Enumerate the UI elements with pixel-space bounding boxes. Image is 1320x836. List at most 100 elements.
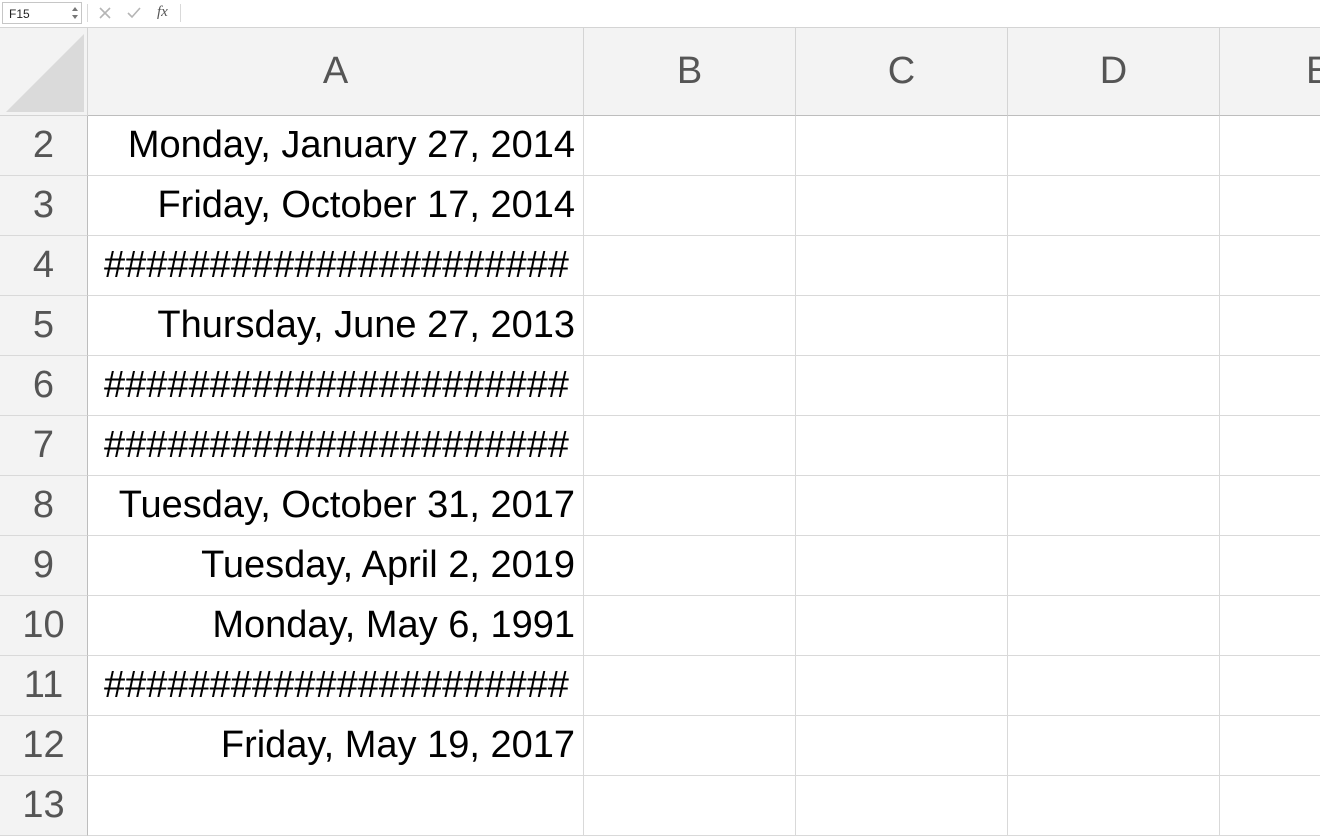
formula-input[interactable] [184,3,1314,25]
cell-a[interactable]: Thursday, June 27, 2013 [88,296,584,356]
row-header[interactable]: 8 [0,476,88,536]
table-row: 2 Monday, January 27, 2014 [0,116,1320,176]
row-header[interactable]: 6 [0,356,88,416]
cell-a[interactable]: ###################### [88,656,584,716]
cell-e[interactable] [1220,236,1320,296]
table-row: 13 [0,776,1320,836]
cell-b[interactable] [584,476,796,536]
cell-a[interactable]: Tuesday, April 2, 2019 [88,536,584,596]
cell-d[interactable] [1008,536,1220,596]
row-header[interactable]: 12 [0,716,88,776]
cell-a[interactable]: Monday, January 27, 2014 [88,116,584,176]
name-box-value: F15 [9,7,30,21]
cell-a[interactable]: Friday, May 19, 2017 [88,716,584,776]
cell-b[interactable] [584,116,796,176]
cell-a[interactable]: ###################### [88,416,584,476]
cell-c[interactable] [796,656,1008,716]
cell-b[interactable] [584,236,796,296]
cell-d[interactable] [1008,116,1220,176]
cell-e[interactable] [1220,116,1320,176]
cell-c[interactable] [796,296,1008,356]
insert-function-icon[interactable]: fx [157,4,168,20]
cell-c[interactable] [796,356,1008,416]
cell-d[interactable] [1008,296,1220,356]
cell-a[interactable]: Friday, October 17, 2014 [88,176,584,236]
check-icon[interactable] [126,6,142,20]
row-header[interactable]: 2 [0,116,88,176]
cell-c[interactable] [796,596,1008,656]
table-row: 11 ###################### [0,656,1320,716]
cancel-icon[interactable] [98,6,112,20]
row-header[interactable]: 3 [0,176,88,236]
table-row: 9 Tuesday, April 2, 2019 [0,536,1320,596]
cell-b[interactable] [584,416,796,476]
cell-e[interactable] [1220,356,1320,416]
cell-c[interactable] [796,416,1008,476]
name-box[interactable]: F15 [2,2,82,24]
table-row: 4 ###################### [0,236,1320,296]
cell-d[interactable] [1008,716,1220,776]
formula-bar: F15 fx [0,0,1320,28]
column-header-d[interactable]: D [1008,28,1220,116]
cell-a[interactable]: Monday, May 6, 1991 [88,596,584,656]
column-header-b[interactable]: B [584,28,796,116]
cell-e[interactable] [1220,416,1320,476]
cell-b[interactable] [584,536,796,596]
cell-d[interactable] [1008,656,1220,716]
cell-c[interactable] [796,176,1008,236]
cell-e[interactable] [1220,776,1320,836]
cell-a[interactable]: ###################### [88,236,584,296]
row-header[interactable]: 11 [0,656,88,716]
cell-c[interactable] [796,716,1008,776]
cell-c[interactable] [796,536,1008,596]
cell-d[interactable] [1008,476,1220,536]
table-row: 7 ###################### [0,416,1320,476]
cell-e[interactable] [1220,596,1320,656]
cell-b[interactable] [584,716,796,776]
row-header[interactable]: 5 [0,296,88,356]
cell-d[interactable] [1008,776,1220,836]
cell-c[interactable] [796,776,1008,836]
cell-b[interactable] [584,356,796,416]
cell-e[interactable] [1220,536,1320,596]
table-row: 10 Monday, May 6, 1991 [0,596,1320,656]
cell-c[interactable] [796,116,1008,176]
select-all-triangle-icon [6,34,84,112]
column-header-e[interactable]: E [1220,28,1320,116]
row-header[interactable]: 4 [0,236,88,296]
cell-a[interactable]: Tuesday, October 31, 2017 [88,476,584,536]
cell-d[interactable] [1008,356,1220,416]
select-all-button[interactable] [0,28,88,116]
cell-e[interactable] [1220,176,1320,236]
cell-b[interactable] [584,296,796,356]
row-header[interactable]: 13 [0,776,88,836]
name-box-dropdown-icon[interactable] [71,4,79,22]
column-header-a[interactable]: A [88,28,584,116]
formula-bar-divider-2 [180,4,181,22]
table-row: 5 Thursday, June 27, 2013 [0,296,1320,356]
cell-c[interactable] [796,236,1008,296]
row-header[interactable]: 7 [0,416,88,476]
cell-d[interactable] [1008,236,1220,296]
spreadsheet-grid: A B C D E 2 Monday, January 27, 2014 3 Frid… [0,28,1320,836]
cell-d[interactable] [1008,176,1220,236]
cell-d[interactable] [1008,596,1220,656]
formula-bar-divider [87,4,88,22]
cell-b[interactable] [584,776,796,836]
table-row: 12 Friday, May 19, 2017 [0,716,1320,776]
table-row: 8 Tuesday, October 31, 2017 [0,476,1320,536]
cell-e[interactable] [1220,656,1320,716]
cell-d[interactable] [1008,416,1220,476]
cell-b[interactable] [584,596,796,656]
row-header[interactable]: 10 [0,596,88,656]
cell-e[interactable] [1220,476,1320,536]
cell-e[interactable] [1220,296,1320,356]
cell-c[interactable] [796,476,1008,536]
cell-b[interactable] [584,656,796,716]
cell-b[interactable] [584,176,796,236]
row-header[interactable]: 9 [0,536,88,596]
cell-a[interactable]: ###################### [88,356,584,416]
cell-e[interactable] [1220,716,1320,776]
column-header-c[interactable]: C [796,28,1008,116]
cell-a[interactable] [88,776,584,836]
